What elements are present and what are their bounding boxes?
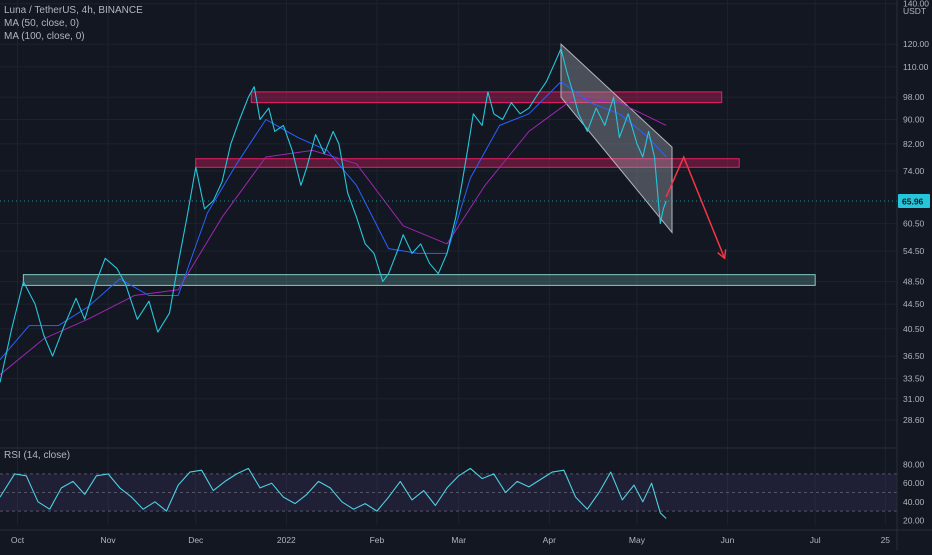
channel-fill[interactable] <box>560 42 673 234</box>
price-axis[interactable]: 80.00 60.00 40.00 20.00 140.00 120.00 110.00 98… <box>896 0 930 550</box>
projection-path[interactable] <box>665 155 726 259</box>
support-zone[interactable] <box>22 274 816 286</box>
grid-lines <box>0 0 897 525</box>
price-tick-label: 33.50 <box>903 374 925 384</box>
rsi-tick-label: 20.00 <box>903 515 925 525</box>
ma100-legend: MA (100, close, 0) <box>4 31 85 42</box>
time-tick-label: Jul <box>810 535 821 545</box>
time-tick-label: Oct <box>11 535 25 545</box>
price-tick-label: 44.50 <box>903 299 925 309</box>
time-tick-label: Apr <box>543 535 556 545</box>
price-series-group <box>0 47 897 383</box>
ma100-line <box>0 96 667 376</box>
time-tick-label: 2022 <box>277 535 296 545</box>
rsi-tick-label: 80.00 <box>903 460 925 470</box>
time-tick-label: 25 <box>881 535 891 545</box>
price-tick-label: 98.00 <box>903 92 925 102</box>
ma50-legend: MA (50, close, 0) <box>4 18 80 29</box>
price-tick-label: 48.50 <box>903 277 925 287</box>
ma50-line <box>0 81 667 361</box>
price-tick-label: 60.50 <box>903 219 925 229</box>
price-tick-label: 74.00 <box>903 166 925 176</box>
price-tick-label: 120.00 <box>903 39 929 49</box>
axis-unit-label: USDT <box>903 6 926 16</box>
price-tick-label: 28.60 <box>903 415 925 425</box>
price-tick-label: 54.50 <box>903 246 925 256</box>
price-tick-label: 36.50 <box>903 351 925 361</box>
time-tick-label: Jun <box>721 535 735 545</box>
descending-channel[interactable] <box>560 42 673 234</box>
current-price-label: 65.96 <box>902 196 924 206</box>
time-tick-label: Nov <box>101 535 117 545</box>
price-line <box>0 47 667 383</box>
projection-arrow[interactable] <box>665 155 727 260</box>
price-tick-label: 90.00 <box>903 115 925 125</box>
price-tick-label: 140.00 <box>903 0 929 9</box>
rsi-legend: RSI (14, close) <box>4 450 71 461</box>
price-tick-label: 31.00 <box>903 394 925 404</box>
time-tick-label: May <box>629 535 646 545</box>
projection-arrowhead[interactable] <box>717 249 727 260</box>
time-tick-label: Mar <box>451 535 466 545</box>
time-tick-label: Feb <box>370 535 385 545</box>
current-price-badge <box>898 193 930 208</box>
price-tick-label: 110.00 <box>903 62 929 72</box>
rsi-tick-label: 60.00 <box>903 478 925 488</box>
symbol-title: Luna / TetherUS, 4h, BINANCE <box>4 5 143 16</box>
rsi-line <box>0 467 667 519</box>
price-tick-label: 82.00 <box>903 139 925 149</box>
rsi-tick-label: 40.00 <box>903 497 925 507</box>
resistance-zone-lower[interactable] <box>195 158 740 168</box>
price-tick-label: 40.50 <box>903 324 925 334</box>
time-axis[interactable]: Oct Nov Dec 2022 Feb Mar Apr May Jun Jul 25 <box>0 529 932 545</box>
time-tick-label: Dec <box>188 535 204 545</box>
rsi-pane <box>0 467 897 519</box>
